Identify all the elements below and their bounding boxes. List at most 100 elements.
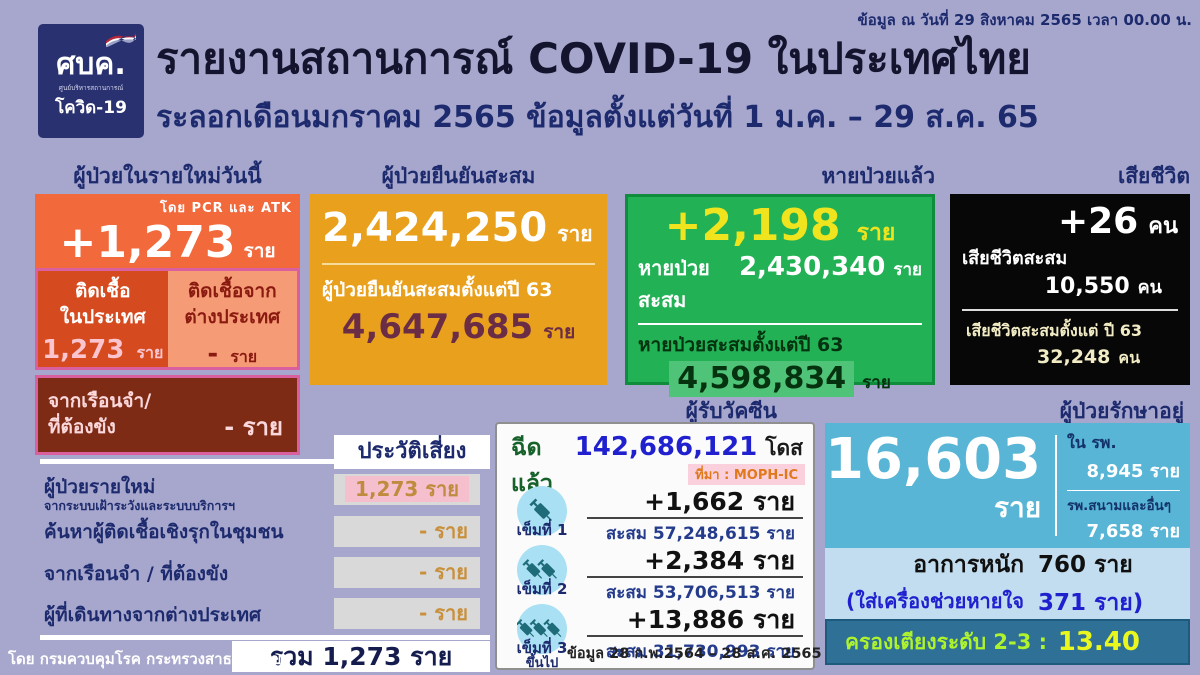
divider	[638, 322, 922, 325]
vaccine-card: ฉีดแล้ว 142,686,121 โดส ที่มา : MOPH-IC …	[495, 422, 822, 670]
deaths-cumulative-value: 10,550	[1044, 274, 1130, 299]
cumulative-since63-label: ผู้ป่วยยืนยันสะสมตั้งแต่ปี 63	[322, 279, 553, 301]
treating-card: 16,603 ราย ใน รพ. 8,945 ราย รพ.สนามและอื…	[825, 423, 1190, 548]
dose-label: เข็มที่ 3	[516, 639, 568, 657]
domestic-value-row: 1,273 ราย	[38, 335, 168, 394]
dose1-icon-cell: เข็มที่ 1	[505, 486, 579, 539]
dose-cumulative-value: สะสม 31,730,993 ราย	[605, 642, 795, 663]
domestic-label: ติดเชื้อ ในประเทศ	[59, 280, 146, 328]
recovered-card: +2,198 ราย หายป่วยสะสม 2,430,340 ราย หาย…	[625, 194, 935, 397]
divider	[962, 309, 1178, 311]
credit-line: โดย กรมควบคุมโรค กระทรวงสาธารณสุข	[8, 650, 282, 668]
recovered-cumulative-label: หายป่วยสะสม	[638, 255, 710, 312]
treating-header: ผู้ป่วยรักษาอยู่	[1059, 399, 1184, 423]
dose-label: เข็มที่ 1	[516, 521, 568, 539]
vaccine-header: ผู้รับวัคซีน	[685, 399, 777, 423]
new-cases-card: โดย PCR และ ATK +1,273 ราย	[35, 194, 300, 268]
abroad-cases-cell: ติดเชื้อจาก ต่างประเทศ - ราย	[167, 271, 297, 369]
vaccine-source-badge: ที่มา : MOPH-IC	[688, 464, 805, 485]
deaths-value: +26	[1057, 201, 1139, 242]
severe-value: 760 ราย	[1038, 551, 1133, 578]
deaths-since63-unit: คน	[1118, 348, 1140, 367]
vaccine-injected-value: 142,686,121	[574, 432, 758, 462]
new-cases-breakdown: ติดเชื้อ ในประเทศ 1,273 ราย ติดเชื้อจาก …	[35, 268, 300, 370]
bed-occupancy-value: 13.40	[1057, 627, 1140, 657]
recovered-cumulative-row: หายป่วยสะสม 2,430,340 ราย	[638, 252, 922, 316]
vaccine-dose-row: เข็มที่ 3 ขึ้นไป +13,886 ราย สะสม 31,730…	[503, 604, 803, 670]
recovered-cumulative-value: 2,430,340	[738, 251, 886, 282]
new-cases-unit: ราย	[243, 240, 276, 262]
cumulative-unit: ราย	[557, 222, 593, 246]
risk-row-label: ผู้ที่เดินทางจากต่างประเทศ	[44, 604, 262, 626]
domestic-cases-cell: ติดเชื้อ ในประเทศ 1,273 ราย	[38, 271, 168, 367]
risk-row-value: - ราย	[334, 557, 480, 588]
new-cases-value: +1,273	[59, 217, 236, 268]
domestic-unit: ราย	[136, 343, 164, 363]
severe-card: อาการหนัก 760 ราย (ใส่เครื่องช่วยหายใจ 3…	[825, 548, 1190, 619]
prison-value: -	[224, 412, 235, 441]
recovered-since63-row: 4,598,834 ราย	[638, 360, 922, 397]
new-cases-method-label: โดย PCR และ ATK	[159, 201, 292, 216]
recovered-since63-label: หายป่วยสะสมตั้งแต่ปี 63	[638, 333, 844, 356]
recovered-value: +2,198	[664, 200, 841, 251]
risk-row-sublabel: จากระบบเฝ้าระวังและระบบบริการฯ	[44, 498, 236, 513]
treating-value: 16,603	[825, 427, 1042, 492]
abroad-value: -	[207, 339, 219, 370]
risk-history-header: ประวัติเสี่ยง	[334, 435, 490, 469]
dose-cumulative-value: สะสม 57,248,615 ราย	[605, 524, 795, 545]
bed-occupancy-label: ครองเตียงระดับ 2-3 :	[845, 629, 1048, 654]
new-cases-header: ผู้ป่วยในรายใหม่วันนี้	[73, 164, 262, 188]
dose-label: เข็มที่ 2	[516, 580, 568, 598]
page-subtitle: ระลอกเดือนมกราคม 2565 ข้อมูลตั้งแต่วันที…	[156, 100, 1039, 135]
ventilator-label: (ใส่เครื่องช่วยหายใจ	[846, 588, 1024, 613]
abroad-value-row: - ราย	[168, 339, 298, 398]
dose-label-line2: ขึ้นไป	[525, 655, 559, 671]
vaccine-injected-unit: โดส	[765, 436, 803, 460]
deaths-value-row: +26 คน	[962, 202, 1178, 243]
dose3-icon-cell: เข็มที่ 3 ขึ้นไป	[505, 604, 579, 670]
deaths-header: เสียชีวิต	[1118, 164, 1190, 188]
vaccine-dose-row: เข็มที่ 2 +2,384 ราย สะสม 53,706,513 ราย	[503, 545, 803, 604]
deaths-cumulative-row: 10,550 คน	[962, 272, 1178, 301]
prison-value-row: - ราย	[224, 407, 283, 446]
hospital-value: 8,945 ราย	[1086, 461, 1180, 482]
syringe-icon	[517, 545, 567, 595]
deaths-since63-row: 32,248 คน	[962, 346, 1178, 371]
vaccine-injected-row: ฉีดแล้ว 142,686,121 โดส	[511, 430, 803, 502]
divider	[40, 459, 490, 464]
deaths-cumulative-unit: คน	[1137, 277, 1162, 298]
prison-unit: ราย	[242, 412, 283, 441]
syringe-icon	[517, 486, 567, 536]
dose-daily-value: +2,384 ราย	[587, 545, 803, 579]
thai-flag-icon	[106, 33, 136, 47]
dose-daily-value: +13,886 ราย	[587, 604, 803, 638]
field-hospital-label: รพ.สนามและอื่นๆ	[1067, 498, 1172, 514]
recovered-value-row: +2,198 ราย	[638, 200, 922, 252]
data-updated-timestamp: ข้อมูล ณ วันที่ 29 สิงหาคม 2565 เวลา 00.…	[857, 11, 1193, 29]
new-cases-value-row: +1,273 ราย	[35, 221, 300, 266]
divider	[1067, 490, 1180, 491]
recovered-cumulative-unit: ราย	[893, 259, 922, 280]
page-title: รายงานสถานการณ์ COVID-19 ในประเทศไทย	[156, 34, 1031, 83]
deaths-card: +26 คน เสียชีวิตสะสม 10,550 คน เสียชีวิต…	[950, 194, 1190, 385]
risk-row-value: - ราย	[334, 598, 480, 629]
treating-value-cell: 16,603 ราย	[825, 423, 1055, 548]
deaths-unit: คน	[1148, 214, 1178, 239]
prison-label: จากเรือนจำ/ ที่ต้องขัง	[48, 390, 152, 438]
recovered-unit: ราย	[856, 220, 896, 246]
domestic-value: 1,273	[42, 335, 125, 366]
divider	[40, 635, 490, 640]
risk-row-value: 1,273 ราย	[334, 474, 480, 505]
cumulative-value-row: 2,424,250 ราย	[322, 206, 595, 251]
risk-row-label: ผู้ป่วยรายใหม่	[44, 476, 156, 498]
cumulative-since63-value: 4,647,685	[341, 307, 534, 347]
vaccine-dose-row: เข็มที่ 1 +1,662 ราย สะสม 57,248,615 ราย	[503, 486, 803, 545]
ventilator-value: 371 ราย)	[1038, 589, 1144, 616]
deaths-since63-label: เสียชีวิตสะสมตั้งแต่ ปี 63	[966, 321, 1142, 340]
risk-row-label: จากเรือนจำ / ที่ต้องขัง	[44, 563, 229, 585]
vaccine-period: ข้อมูล 28 ก.พ.2564 – 28 ส.ค. 2565	[567, 646, 822, 662]
treating-breakdown: ใน รพ. 8,945 ราย รพ.สนามและอื่นๆ 7,658 ร…	[1057, 423, 1190, 548]
divider	[322, 263, 595, 265]
field-hospital-value: 7,658 ราย	[1086, 521, 1180, 542]
